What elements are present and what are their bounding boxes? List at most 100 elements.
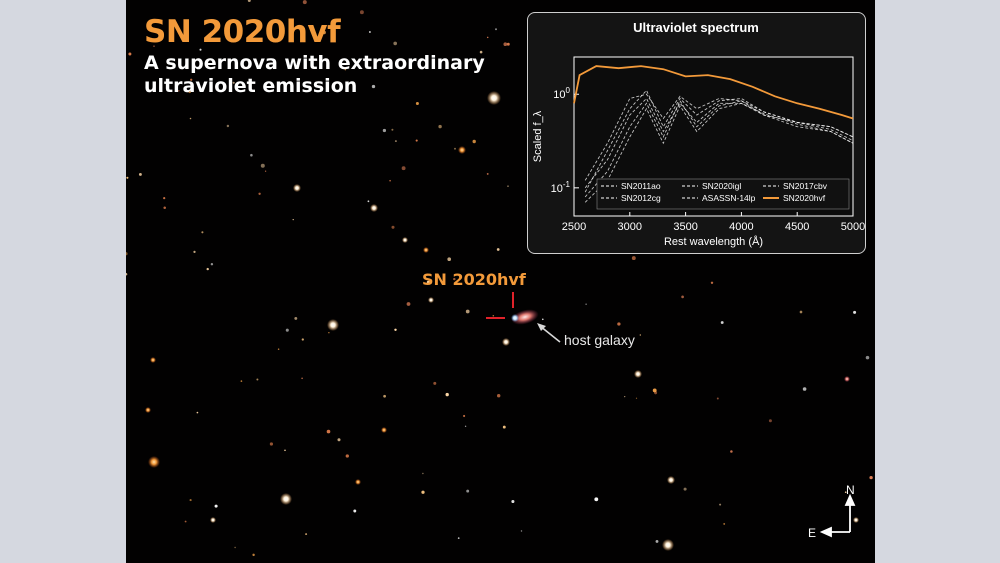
star bbox=[802, 387, 807, 391]
star bbox=[507, 185, 509, 187]
star bbox=[126, 176, 129, 179]
x-tick-label: 4500 bbox=[785, 221, 809, 233]
star bbox=[210, 262, 214, 266]
star bbox=[502, 425, 506, 429]
star bbox=[433, 381, 437, 385]
star bbox=[844, 491, 847, 494]
star bbox=[865, 355, 870, 360]
star bbox=[853, 517, 859, 523]
star bbox=[447, 257, 452, 262]
supernova-label: SN 2020hvf bbox=[422, 270, 526, 289]
star bbox=[359, 10, 364, 15]
x-tick-label: 4000 bbox=[729, 221, 753, 233]
star bbox=[520, 530, 523, 532]
supernova-point bbox=[511, 314, 519, 322]
star bbox=[128, 52, 132, 56]
star bbox=[719, 503, 722, 506]
star bbox=[383, 394, 386, 398]
star bbox=[178, 90, 180, 92]
star bbox=[730, 450, 733, 453]
star bbox=[497, 394, 501, 398]
star bbox=[710, 281, 714, 285]
spectrum-inset: Ultraviolet spectrum 2500 3000 3500 4000 4500… bbox=[527, 12, 866, 254]
series-line bbox=[573, 65, 854, 120]
star bbox=[464, 425, 467, 427]
star bbox=[393, 41, 398, 46]
star-field bbox=[126, 0, 873, 557]
star bbox=[285, 328, 289, 332]
star bbox=[844, 376, 850, 382]
star bbox=[302, 0, 307, 5]
star bbox=[188, 90, 191, 94]
star bbox=[256, 378, 259, 381]
star bbox=[163, 197, 166, 200]
star bbox=[428, 297, 434, 303]
star bbox=[145, 407, 151, 413]
star bbox=[869, 475, 873, 480]
star bbox=[458, 146, 466, 154]
star bbox=[438, 124, 442, 129]
star bbox=[496, 248, 500, 251]
star bbox=[391, 128, 394, 131]
star bbox=[337, 438, 341, 442]
star bbox=[150, 357, 156, 363]
star bbox=[301, 377, 303, 380]
x-tick-label: 5000 bbox=[841, 221, 865, 233]
star bbox=[716, 397, 719, 400]
compass-north-label: N bbox=[846, 483, 855, 497]
star bbox=[226, 124, 230, 128]
star bbox=[367, 200, 370, 203]
star bbox=[355, 479, 361, 485]
star bbox=[371, 84, 376, 89]
star bbox=[495, 28, 497, 31]
star bbox=[415, 139, 418, 142]
star bbox=[652, 388, 657, 393]
series-line bbox=[584, 89, 854, 193]
star bbox=[423, 247, 429, 253]
star bbox=[479, 50, 483, 54]
star bbox=[193, 250, 196, 254]
star bbox=[853, 310, 857, 314]
star bbox=[639, 334, 641, 336]
star bbox=[486, 36, 489, 39]
star bbox=[345, 454, 349, 458]
star bbox=[370, 204, 378, 212]
star bbox=[184, 520, 187, 523]
star bbox=[511, 499, 515, 504]
star bbox=[487, 91, 501, 105]
star bbox=[232, 81, 235, 84]
star bbox=[503, 42, 508, 47]
star bbox=[252, 553, 255, 557]
star bbox=[293, 184, 301, 192]
star bbox=[617, 322, 621, 326]
star bbox=[382, 128, 387, 133]
star bbox=[506, 42, 510, 46]
star bbox=[655, 539, 659, 543]
star bbox=[391, 225, 395, 229]
star bbox=[148, 456, 160, 468]
star bbox=[214, 504, 218, 508]
star bbox=[421, 490, 425, 494]
star bbox=[502, 338, 510, 346]
star bbox=[328, 332, 330, 334]
star bbox=[624, 395, 626, 398]
y-tick-label: 100 bbox=[553, 86, 570, 101]
star bbox=[326, 429, 331, 434]
star bbox=[138, 172, 142, 176]
north-arrow-head bbox=[844, 493, 856, 506]
star bbox=[492, 314, 495, 317]
star bbox=[199, 48, 202, 51]
subtitle-line-1: A supernova with extraordinary bbox=[144, 52, 485, 74]
east-arrow-head bbox=[819, 526, 832, 538]
spectrum-chart: Ultraviolet spectrum 2500 3000 3500 4000 4500… bbox=[532, 20, 865, 248]
star bbox=[768, 419, 772, 423]
series-line bbox=[584, 102, 854, 203]
star bbox=[723, 522, 726, 525]
legend-label: SN2020igl bbox=[702, 181, 741, 191]
page-title: SN 2020hvf bbox=[144, 14, 341, 50]
star bbox=[799, 310, 803, 314]
star bbox=[381, 427, 387, 433]
star bbox=[280, 493, 292, 505]
star bbox=[667, 476, 675, 484]
star bbox=[201, 231, 204, 234]
